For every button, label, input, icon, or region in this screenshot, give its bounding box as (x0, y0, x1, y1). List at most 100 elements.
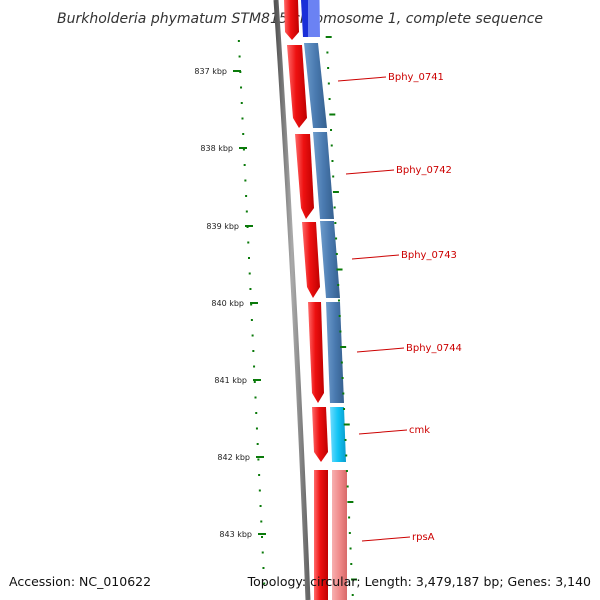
cds-feature-4 (308, 302, 324, 403)
minor-tick-right (335, 253, 338, 255)
chromosome-backbone (273, 0, 311, 600)
minor-tick (239, 71, 242, 73)
tick-label: 840 kbp (211, 299, 244, 308)
gene-feature-top-light (308, 0, 320, 37)
minor-tick-right (346, 485, 349, 488)
minor-tick-right (343, 423, 350, 426)
label-leader-line (356, 347, 405, 353)
label-leader-line (345, 169, 395, 175)
gene-label[interactable]: Bphy_0744 (406, 343, 462, 354)
minor-tick-right (330, 144, 333, 147)
minor-tick (250, 303, 253, 306)
accession-text: Accession: NC_010622 (9, 574, 151, 589)
minor-tick-right (328, 98, 331, 100)
minor-tick (247, 257, 250, 259)
cds-feature-2 (295, 134, 314, 219)
minor-tick (240, 102, 243, 104)
minor-tick-right (336, 268, 343, 271)
minor-tick-right (326, 51, 329, 54)
minor-tick-right (337, 284, 340, 286)
scale-ticks: 837 kbp 838 kbp 839 kbp 840 kbp 841 kbp 842 k… (194, 36, 357, 596)
cds-feature-6 (314, 470, 328, 600)
minor-tick (242, 133, 245, 135)
minor-tick-right (350, 563, 353, 565)
minor-tick-right (341, 377, 344, 379)
minor-tick (253, 365, 256, 368)
minor-tick (256, 443, 259, 445)
minor-tick (262, 567, 265, 569)
minor-tick-right (349, 547, 352, 550)
tick-label: 837 kbp (194, 67, 227, 76)
map-title: Burkholderia phymatum STM815 chromosome … (57, 11, 543, 27)
minor-tick (258, 489, 261, 492)
minor-tick-right (345, 470, 348, 472)
minor-tick-right (344, 439, 347, 441)
minor-tick (255, 412, 258, 414)
minor-tick (248, 272, 251, 275)
minor-tick (263, 582, 266, 585)
minor-tick-right (350, 578, 357, 581)
minor-tick-right (337, 299, 340, 302)
minor-tick (260, 520, 263, 523)
minor-tick (261, 536, 264, 538)
minor-tick-right (330, 129, 333, 131)
minor-tick (250, 319, 253, 321)
cds-feature-3 (302, 222, 320, 298)
minor-tick-right (327, 82, 330, 85)
tick-label: 838 kbp (200, 144, 233, 153)
gene-bar-bphy-0743 (320, 221, 340, 298)
gene-bar-bphy-0742 (313, 132, 334, 219)
cds-feature-top (284, 0, 299, 40)
minor-tick (242, 148, 245, 151)
label-leader-line (351, 254, 400, 260)
tick-label: 841 kbp (214, 376, 247, 385)
gene-label[interactable]: Bphy_0741 (388, 72, 444, 83)
minor-tick-right (347, 501, 354, 503)
minor-tick-right (348, 532, 351, 534)
gene-label[interactable]: rpsA (412, 532, 435, 543)
minor-tick (246, 226, 249, 228)
minor-tick (238, 55, 241, 58)
minor-tick-right (329, 113, 336, 116)
minor-tick (258, 474, 261, 476)
minor-tick (240, 86, 243, 89)
minor-tick (244, 179, 247, 182)
tick-label: 842 kbp (217, 453, 250, 462)
label-leader-line (358, 429, 408, 435)
cds-feature-5 (312, 407, 328, 462)
minor-tick (257, 458, 260, 461)
minor-tick-right (332, 191, 339, 193)
minor-tick-right (332, 175, 335, 178)
cds-feature-1 (287, 45, 307, 128)
minor-tick-right (338, 315, 341, 317)
minor-tick (251, 334, 254, 337)
gene-bar-bphy-0741 (304, 43, 327, 128)
minor-tick (237, 40, 240, 42)
minor-tick (243, 164, 246, 166)
minor-tick-right (340, 346, 347, 348)
minor-tick (247, 241, 250, 244)
minor-tick (254, 396, 257, 399)
minor-tick (255, 427, 258, 430)
minor-tick-right (325, 36, 332, 38)
minor-tick (261, 551, 264, 554)
minor-tick-right (331, 160, 334, 162)
label-leader-line (361, 536, 411, 542)
minor-tick (259, 505, 262, 507)
minor-tick-right (333, 206, 336, 209)
topology-text: Topology: circular; Length: 3,479,187 bp… (247, 574, 591, 589)
gene-bar-rpsa (332, 470, 347, 600)
gene-label[interactable]: cmk (409, 425, 430, 436)
minor-tick-right (342, 392, 345, 395)
minor-tick-right (343, 408, 346, 410)
gene-bar-bphy-0744 (326, 302, 344, 403)
gene-label[interactable]: Bphy_0742 (396, 165, 452, 176)
minor-tick (245, 210, 248, 213)
gene-label[interactable]: Bphy_0743 (401, 250, 457, 261)
tick-label: 843 kbp (219, 530, 252, 539)
minor-tick-right (339, 330, 342, 333)
minor-tick-right (335, 237, 338, 240)
minor-tick-right (345, 454, 348, 457)
